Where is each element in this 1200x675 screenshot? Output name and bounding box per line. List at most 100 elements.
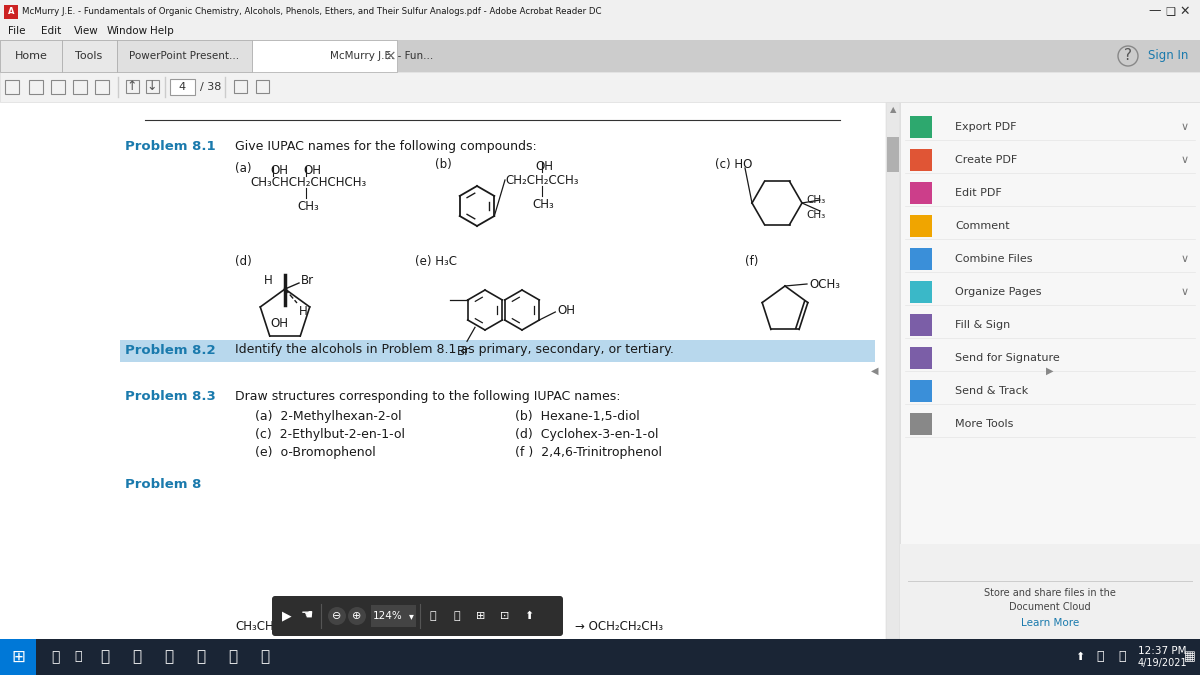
Bar (887, 137, 899, 172)
Text: OH: OH (302, 164, 322, 177)
Text: ∨: ∨ (1181, 155, 1189, 165)
Text: ❑: ❑ (1165, 6, 1175, 16)
Text: H: H (299, 305, 307, 318)
Text: (a)  2-Methylhexan-2-ol: (a) 2-Methylhexan-2-ol (256, 410, 402, 423)
Text: Problem 8: Problem 8 (125, 478, 202, 491)
Bar (146, 80, 158, 93)
Text: CH₃CHCH₂CHCHCH₃: CH₃CHCH₂CHCHCH₃ (250, 176, 366, 189)
Text: CH₃: CH₃ (298, 200, 319, 213)
Bar (910, 149, 932, 171)
Text: Br: Br (301, 275, 314, 288)
Text: ⬆: ⬆ (1075, 652, 1085, 662)
Text: 12:37 PM: 12:37 PM (1138, 646, 1187, 656)
Text: (c)  2-Ethylbut-2-en-1-ol: (c) 2-Ethylbut-2-en-1-ol (256, 428, 406, 441)
Bar (0, 72, 1200, 102)
Bar (910, 281, 932, 303)
Text: Home: Home (14, 51, 48, 61)
Text: Document Cloud: Document Cloud (1009, 602, 1091, 612)
Text: OH: OH (270, 164, 288, 177)
Text: OCH₃: OCH₃ (809, 277, 840, 290)
Text: 🔊: 🔊 (1097, 651, 1104, 664)
Bar (910, 314, 932, 336)
Bar (0, 102, 900, 639)
Text: Tools: Tools (76, 51, 103, 61)
Text: Organize Pages: Organize Pages (955, 287, 1042, 297)
Text: ✕: ✕ (1180, 5, 1190, 18)
Bar (900, 102, 1200, 639)
Text: Edit: Edit (41, 26, 61, 36)
Text: —: — (1148, 5, 1162, 18)
Text: ∨: ∨ (1181, 122, 1189, 132)
Text: Draw structures corresponding to the following IUPAC names:: Draw structures corresponding to the fol… (235, 390, 620, 403)
Text: (b): (b) (436, 158, 451, 171)
Bar (252, 40, 397, 72)
Text: 🏠: 🏠 (132, 649, 142, 664)
Text: OH: OH (535, 160, 553, 173)
Text: (e) H₃C: (e) H₃C (415, 255, 457, 268)
Bar (170, 79, 194, 95)
FancyBboxPatch shape (272, 596, 563, 636)
Text: ▶: ▶ (1046, 366, 1054, 376)
Text: Learn More: Learn More (1021, 618, 1079, 628)
Bar (900, 544, 1200, 639)
Text: ☚: ☚ (301, 609, 313, 623)
Text: ↑: ↑ (127, 80, 137, 94)
Circle shape (348, 607, 366, 625)
Text: H: H (264, 275, 274, 288)
Text: Send & Track: Send & Track (955, 386, 1028, 396)
Text: (f): (f) (745, 255, 758, 268)
Text: → OCH₂CH₂CH₃: → OCH₂CH₂CH₃ (575, 620, 664, 633)
Bar (0, 639, 36, 675)
Text: 🔗: 🔗 (454, 611, 461, 621)
Text: Edit PDF: Edit PDF (955, 188, 1002, 198)
Text: ⊖: ⊖ (332, 611, 342, 621)
Text: More Tools: More Tools (955, 419, 1013, 429)
Text: (d)  Cyclohex-3-en-1-ol: (d) Cyclohex-3-en-1-ol (515, 428, 659, 441)
Text: Give IUPAC names for the following compounds:: Give IUPAC names for the following compo… (235, 140, 536, 153)
Text: Combine Files: Combine Files (955, 254, 1032, 264)
Bar (0, 0, 1200, 22)
Bar (256, 80, 269, 93)
Text: Create PDF: Create PDF (955, 155, 1018, 165)
Text: ▲: ▲ (889, 105, 896, 115)
Text: Window: Window (107, 26, 148, 36)
Text: CH₃: CH₃ (532, 198, 553, 211)
Text: 🔴: 🔴 (260, 649, 270, 664)
Text: 4: 4 (179, 82, 186, 92)
Bar (4, 5, 18, 19)
Text: ⊞: ⊞ (11, 648, 25, 666)
Text: PowerPoint Present...: PowerPoint Present... (128, 51, 239, 61)
Bar (118, 40, 252, 72)
Text: ↓: ↓ (146, 80, 157, 94)
Bar (910, 347, 932, 369)
Text: CH₃: CH₃ (806, 210, 826, 220)
Bar (886, 102, 900, 639)
Text: OH: OH (557, 304, 575, 317)
Circle shape (328, 607, 346, 625)
Text: ▶: ▶ (282, 610, 292, 622)
Bar (0, 40, 1200, 72)
Text: Send for Signature: Send for Signature (955, 353, 1060, 363)
Text: Problem 8.3: Problem 8.3 (125, 390, 216, 403)
Bar (0, 639, 1200, 675)
Text: 4/19/2021: 4/19/2021 (1138, 658, 1187, 668)
Text: Comment: Comment (955, 221, 1009, 231)
Text: 💻: 💻 (197, 649, 205, 664)
Bar (234, 80, 247, 93)
Text: ⬆: ⬆ (524, 611, 534, 621)
Text: ◀: ◀ (871, 366, 878, 376)
Text: Store and share files in the: Store and share files in the (984, 588, 1116, 598)
Bar (910, 248, 932, 270)
Text: ⊕: ⊕ (353, 611, 361, 621)
Text: McMurry J.E. - Fun...: McMurry J.E. - Fun... (330, 51, 433, 61)
Bar (126, 80, 139, 93)
Text: ⊡: ⊡ (500, 611, 510, 621)
Text: 📄: 📄 (228, 649, 238, 664)
Text: (b)  Hexane-1,5-diol: (b) Hexane-1,5-diol (515, 410, 640, 423)
Text: 🦊: 🦊 (164, 649, 174, 664)
Bar (910, 380, 932, 402)
Text: ▾: ▾ (408, 611, 414, 621)
Text: 124%: 124% (373, 611, 403, 621)
Text: Sign In: Sign In (1148, 49, 1188, 63)
Text: ∨: ∨ (1181, 254, 1189, 264)
